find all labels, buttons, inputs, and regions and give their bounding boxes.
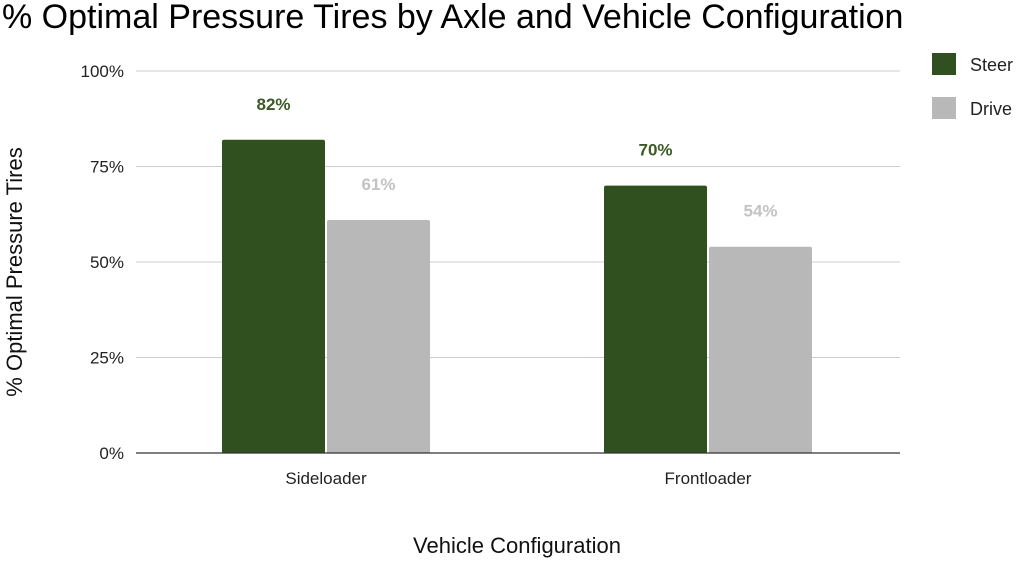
data-label: 82% xyxy=(256,95,290,114)
data-label: 54% xyxy=(743,202,777,221)
bar-drive-frontloader xyxy=(709,246,812,453)
data-labels: 82% 61% 70% 54% xyxy=(256,95,777,221)
y-tick-label: 75% xyxy=(90,158,124,177)
x-tick-label: Frontloader xyxy=(665,469,752,488)
data-label: 70% xyxy=(638,141,672,160)
bar-drive-sideloader xyxy=(327,219,430,453)
bars xyxy=(222,139,812,453)
x-axis-title: Vehicle Configuration xyxy=(413,533,621,558)
legend-label-steer: Steer xyxy=(970,55,1013,75)
y-axis-title: % Optimal Pressure Tires xyxy=(2,147,27,396)
y-axis-ticks: 0% 25% 50% 75% 100% xyxy=(81,62,124,463)
legend-swatch-steer xyxy=(932,53,956,75)
legend-swatch-drive xyxy=(932,97,956,119)
y-tick-label: 50% xyxy=(90,253,124,272)
legend-label-drive: Drive xyxy=(970,99,1012,119)
y-tick-label: 0% xyxy=(99,444,124,463)
x-tick-label: Sideloader xyxy=(285,469,367,488)
bar-steer-sideloader xyxy=(222,139,325,453)
chart-title: % Optimal Pressure Tires by Axle and Veh… xyxy=(2,0,903,36)
legend: Steer Drive xyxy=(932,53,1013,119)
x-axis-ticks: Sideloader Frontloader xyxy=(285,469,751,488)
data-label: 61% xyxy=(361,175,395,194)
y-tick-label: 100% xyxy=(81,62,124,81)
y-tick-label: 25% xyxy=(90,349,124,368)
bar-steer-frontloader xyxy=(604,185,707,453)
